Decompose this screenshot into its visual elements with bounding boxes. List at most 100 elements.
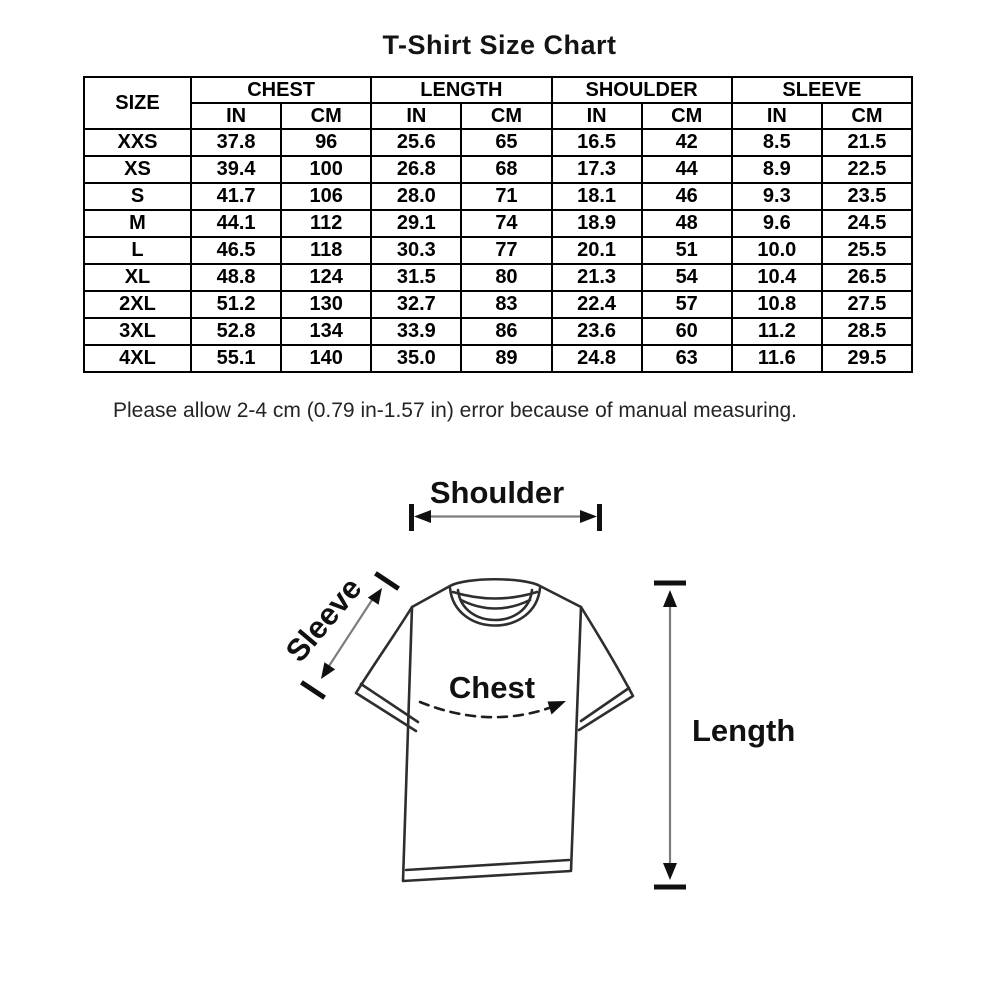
value-cell: 112 — [280, 209, 373, 238]
value-cell: 33.9 — [370, 317, 463, 346]
value-cell: 39.4 — [189, 155, 283, 184]
value-cell: 86 — [460, 317, 553, 346]
value-cell: 57 — [640, 290, 733, 319]
value-cell: 22.5 — [820, 155, 914, 184]
value-cell: 9.6 — [730, 209, 823, 238]
table-row-m: M 44.1 112 29.1 74 18.9 48 9.6 24.5 — [83, 209, 914, 238]
value-cell: 100 — [280, 155, 373, 184]
table-row-3xl: 3XL 52.8 134 33.9 86 23.6 60 11.2 28.5 — [83, 317, 914, 346]
value-cell: 10.8 — [730, 290, 823, 319]
value-cell: 17.3 — [550, 155, 643, 184]
table-row-2xl: 2XL 51.2 130 32.7 83 22.4 57 10.8 27.5 — [83, 290, 914, 319]
col-header-size: SIZE — [83, 76, 192, 130]
value-cell: 54 — [640, 263, 733, 292]
value-cell: 44 — [640, 155, 733, 184]
size-cell: 4XL — [83, 344, 192, 373]
size-cell: 2XL — [83, 290, 192, 319]
shoulder-dimension-arrow: Shoulder — [409, 475, 602, 531]
value-cell: 22.4 — [550, 290, 643, 319]
value-cell: 65 — [460, 128, 553, 157]
value-cell: 51 — [640, 236, 733, 265]
value-cell: 29.1 — [370, 209, 463, 238]
value-cell: 16.5 — [550, 128, 643, 157]
value-cell: 106 — [280, 182, 373, 211]
tshirt-left-cuff-line — [359, 682, 420, 724]
value-cell: 32.7 — [370, 290, 463, 319]
unit-header-shoulder-in: IN — [550, 102, 643, 130]
page-title: T-Shirt Size Chart — [382, 30, 617, 60]
value-cell: 134 — [280, 317, 373, 346]
tshirt-backneck-line-1 — [451, 590, 539, 600]
value-cell: 71 — [460, 182, 553, 211]
value-cell: 31.5 — [370, 263, 463, 292]
tshirt-hem-line — [404, 858, 571, 872]
table-row-xs: XS 39.4 100 26.8 68 17.3 44 8.9 22.5 — [83, 155, 914, 184]
value-cell: 130 — [280, 290, 373, 319]
value-cell: 24.5 — [820, 209, 914, 238]
table-row-4xl: 4XL 55.1 140 35.0 89 24.8 63 11.6 29.5 — [83, 344, 914, 373]
value-cell: 89 — [460, 344, 553, 373]
value-cell: 77 — [460, 236, 553, 265]
value-cell: 52.8 — [189, 317, 283, 346]
size-cell: XL — [83, 263, 192, 292]
unit-header-length-in: IN — [370, 102, 463, 130]
value-cell: 55.1 — [189, 344, 283, 373]
table-row-xl: XL 48.8 124 31.5 80 21.3 54 10.4 26.5 — [83, 263, 914, 292]
size-cell: S — [83, 182, 192, 211]
value-cell: 140 — [280, 344, 373, 373]
table-row-l: L 46.5 118 30.3 77 20.1 51 10.0 25.5 — [83, 236, 914, 265]
value-cell: 35.0 — [370, 344, 463, 373]
value-cell: 28.0 — [370, 182, 463, 211]
value-cell: 46 — [640, 182, 733, 211]
sleeve-dimension-arrow: Sleeve — [279, 571, 400, 700]
unit-header-length-cm: CM — [460, 102, 553, 130]
value-cell: 25.5 — [820, 236, 914, 265]
value-cell: 23.5 — [820, 182, 914, 211]
value-cell: 63 — [640, 344, 733, 373]
unit-header-sleeve-in: IN — [730, 102, 823, 130]
value-cell: 24.8 — [550, 344, 643, 373]
shoulder-label: Shoulder — [430, 475, 564, 510]
tshirt-collar-outer — [448, 586, 542, 627]
value-cell: 9.3 — [730, 182, 823, 211]
value-cell: 26.8 — [370, 155, 463, 184]
tshirt-body-outline — [401, 577, 583, 883]
size-cell: L — [83, 236, 192, 265]
value-cell: 8.5 — [730, 128, 823, 157]
unit-header-shoulder-cm: CM — [640, 102, 733, 130]
table-row-s: S 41.7 106 28.0 71 18.1 46 9.3 23.5 — [83, 182, 914, 211]
size-cell: XXS — [83, 128, 192, 157]
value-cell: 11.6 — [730, 344, 823, 373]
table-row-xxs: XXS 37.8 96 25.6 65 16.5 42 8.5 21.5 — [83, 128, 914, 157]
tshirt-backneck-line-2 — [459, 598, 532, 610]
unit-header-sleeve-cm: CM — [820, 102, 914, 130]
col-group-chest: CHEST — [189, 76, 373, 104]
chest-dimension-arrow: Chest — [418, 670, 566, 719]
value-cell: 44.1 — [189, 209, 283, 238]
size-cell: M — [83, 209, 192, 238]
length-label: Length — [692, 713, 795, 748]
col-group-sleeve: SLEEVE — [730, 76, 914, 104]
sleeve-label: Sleeve — [279, 571, 369, 669]
value-cell: 80 — [460, 263, 553, 292]
value-cell: 10.0 — [730, 236, 823, 265]
value-cell: 10.4 — [730, 263, 823, 292]
value-cell: 21.3 — [550, 263, 643, 292]
value-cell: 83 — [460, 290, 553, 319]
unit-header-chest-in: IN — [189, 102, 283, 130]
size-chart-table: SIZE CHEST LENGTH SHOULDER SLEEVE IN CM … — [83, 76, 914, 373]
value-cell: 41.7 — [189, 182, 283, 211]
value-cell: 18.1 — [550, 182, 643, 211]
value-cell: 48 — [640, 209, 733, 238]
value-cell: 25.6 — [370, 128, 463, 157]
value-cell: 26.5 — [820, 263, 914, 292]
unit-header-chest-cm: CM — [280, 102, 373, 130]
tshirt-drawing — [354, 577, 635, 883]
value-cell: 37.8 — [189, 128, 283, 157]
value-cell: 96 — [280, 128, 373, 157]
value-cell: 21.5 — [820, 128, 914, 157]
size-cell: 3XL — [83, 317, 192, 346]
measurement-note: Please allow 2-4 cm (0.79 in-1.57 in) er… — [113, 399, 798, 422]
chest-label: Chest — [449, 670, 535, 705]
